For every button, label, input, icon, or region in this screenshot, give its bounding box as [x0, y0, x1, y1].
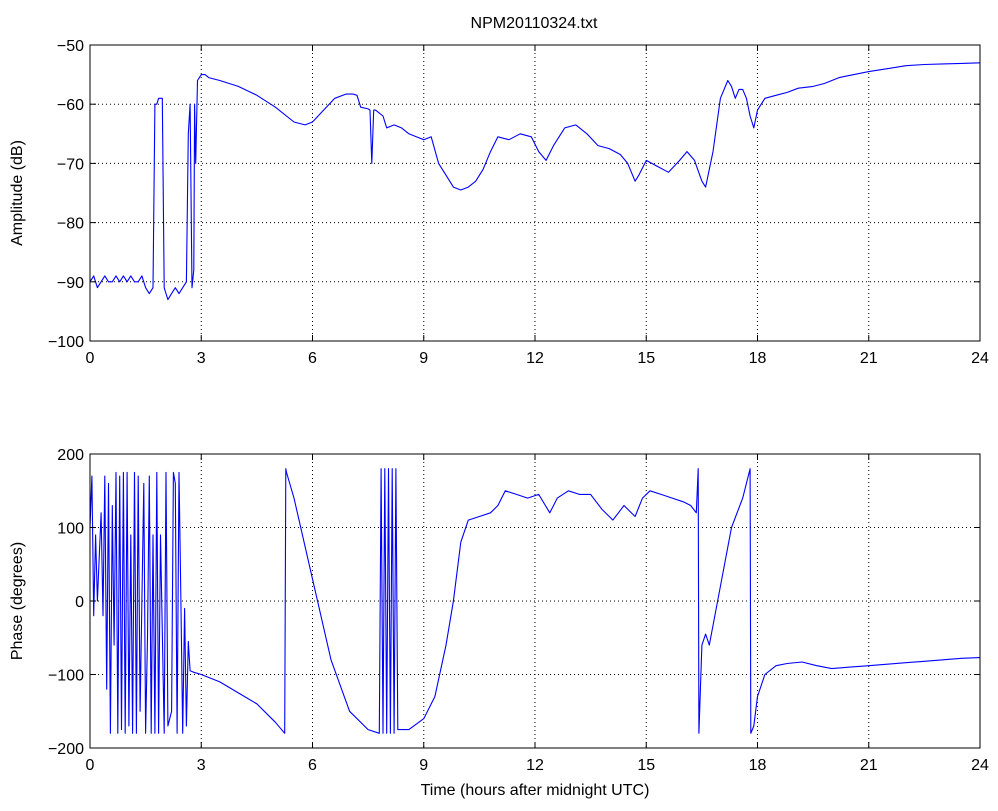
phase-x-tick-label-6: 18 [749, 757, 767, 774]
phase-x-axis-label: Time (hours after midnight UTC) [421, 782, 650, 799]
phase-series-line-0 [89, 468, 981, 734]
phase-x-tick-label-8: 24 [971, 757, 989, 774]
amplitude-y-tick-label-0: −100 [48, 334, 84, 351]
phase-x-tick-label-1: 3 [197, 757, 206, 774]
amplitude-x-tick-label-4: 12 [526, 350, 544, 367]
amplitude-x-tick-label-5: 15 [637, 350, 655, 367]
phase-y-tick-label-4: 200 [57, 447, 84, 464]
amplitude-x-tick-label-8: 24 [971, 350, 989, 367]
amplitude-series-line-0 [89, 62, 981, 301]
amplitude-x-tick-label-1: 3 [197, 350, 206, 367]
phase-x-tick-label-5: 15 [637, 757, 655, 774]
phase-y-tick-label-1: −100 [48, 668, 84, 685]
amplitude-y-tick-label-2: −80 [57, 216, 84, 233]
amplitude-y-tick-label-3: −70 [57, 156, 84, 173]
phase-axes: 0 3 6 9 12 15 18 21 24 −200 −100 0 100 200 Phase (degr… [9, 447, 989, 799]
phase-y-tick-label-3: 100 [57, 521, 84, 538]
amplitude-axes: 0 3 6 9 12 15 18 21 24 −100 −90 −80 −70 −60 −50 Amplitu… [9, 38, 989, 367]
phase-x-tick-label-2: 6 [308, 757, 317, 774]
amplitude-y-tick-label-5: −50 [57, 38, 84, 55]
phase-x-tick-label-3: 9 [419, 757, 428, 774]
phase-x-tick-label-7: 21 [860, 757, 878, 774]
amplitude-x-tick-label-2: 6 [308, 350, 317, 367]
amplitude-x-tick-label-6: 18 [749, 350, 767, 367]
amplitude-y-axis-label: Amplitude (dB) [9, 140, 26, 246]
phase-y-tick-label-0: −200 [48, 741, 84, 758]
chart-title: NPM20110324.txt [471, 15, 598, 32]
amplitude-x-tick-label-7: 21 [860, 350, 878, 367]
phase-x-tick-label-0: 0 [86, 757, 95, 774]
amplitude-x-tick-label-3: 9 [419, 350, 428, 367]
phase-x-tick-label-4: 12 [526, 757, 544, 774]
phase-y-tick-label-2: 0 [75, 594, 84, 611]
amplitude-y-tick-label-1: −90 [57, 275, 84, 292]
amplitude-x-tick-label-0: 0 [86, 350, 95, 367]
amplitude-y-tick-label-4: −60 [57, 97, 84, 114]
phase-y-axis-label: Phase (degrees) [9, 542, 26, 660]
